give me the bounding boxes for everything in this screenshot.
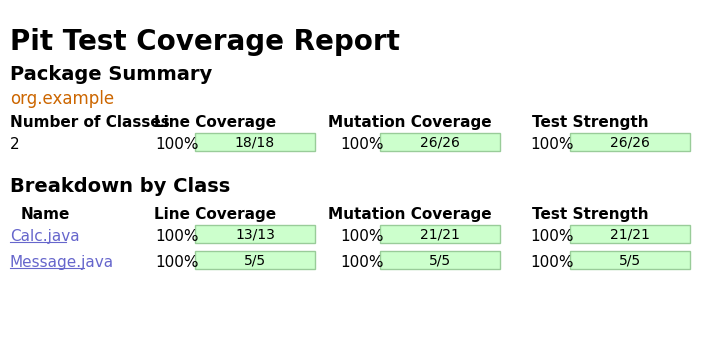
FancyBboxPatch shape <box>195 133 315 151</box>
Text: Package Summary: Package Summary <box>10 65 213 84</box>
Text: Calc.java: Calc.java <box>10 229 80 244</box>
FancyBboxPatch shape <box>195 251 315 269</box>
Text: Message.java: Message.java <box>10 255 114 270</box>
Text: 18/18: 18/18 <box>235 135 275 149</box>
FancyBboxPatch shape <box>195 225 315 243</box>
FancyBboxPatch shape <box>380 133 500 151</box>
Text: 100%: 100% <box>340 255 383 270</box>
Text: Number of Classes: Number of Classes <box>10 115 170 130</box>
Text: 100%: 100% <box>340 229 383 244</box>
Text: Pit Test Coverage Report: Pit Test Coverage Report <box>10 28 400 56</box>
Text: 21/21: 21/21 <box>420 227 460 241</box>
Text: Name: Name <box>20 207 69 222</box>
Text: Mutation Coverage: Mutation Coverage <box>328 207 492 222</box>
FancyBboxPatch shape <box>380 225 500 243</box>
Text: Line Coverage: Line Coverage <box>154 207 276 222</box>
Text: 26/26: 26/26 <box>420 135 460 149</box>
Text: Test Strength: Test Strength <box>531 115 649 130</box>
Text: Test Strength: Test Strength <box>531 207 649 222</box>
Text: 5/5: 5/5 <box>244 253 266 267</box>
FancyBboxPatch shape <box>570 251 690 269</box>
Text: 100%: 100% <box>155 255 199 270</box>
Text: org.example: org.example <box>10 90 114 108</box>
Text: 21/21: 21/21 <box>610 227 650 241</box>
Text: 26/26: 26/26 <box>610 135 650 149</box>
Text: Line Coverage: Line Coverage <box>154 115 276 130</box>
Text: 100%: 100% <box>155 229 199 244</box>
Text: 100%: 100% <box>530 229 573 244</box>
FancyBboxPatch shape <box>380 251 500 269</box>
Text: 13/13: 13/13 <box>235 227 275 241</box>
Text: 5/5: 5/5 <box>619 253 641 267</box>
Text: 100%: 100% <box>340 137 383 152</box>
Text: 2: 2 <box>10 137 20 152</box>
Text: Breakdown by Class: Breakdown by Class <box>10 177 230 196</box>
Text: Mutation Coverage: Mutation Coverage <box>328 115 492 130</box>
FancyBboxPatch shape <box>570 133 690 151</box>
Text: 100%: 100% <box>530 137 573 152</box>
Text: 100%: 100% <box>155 137 199 152</box>
FancyBboxPatch shape <box>570 225 690 243</box>
Text: 100%: 100% <box>530 255 573 270</box>
Text: 5/5: 5/5 <box>429 253 451 267</box>
